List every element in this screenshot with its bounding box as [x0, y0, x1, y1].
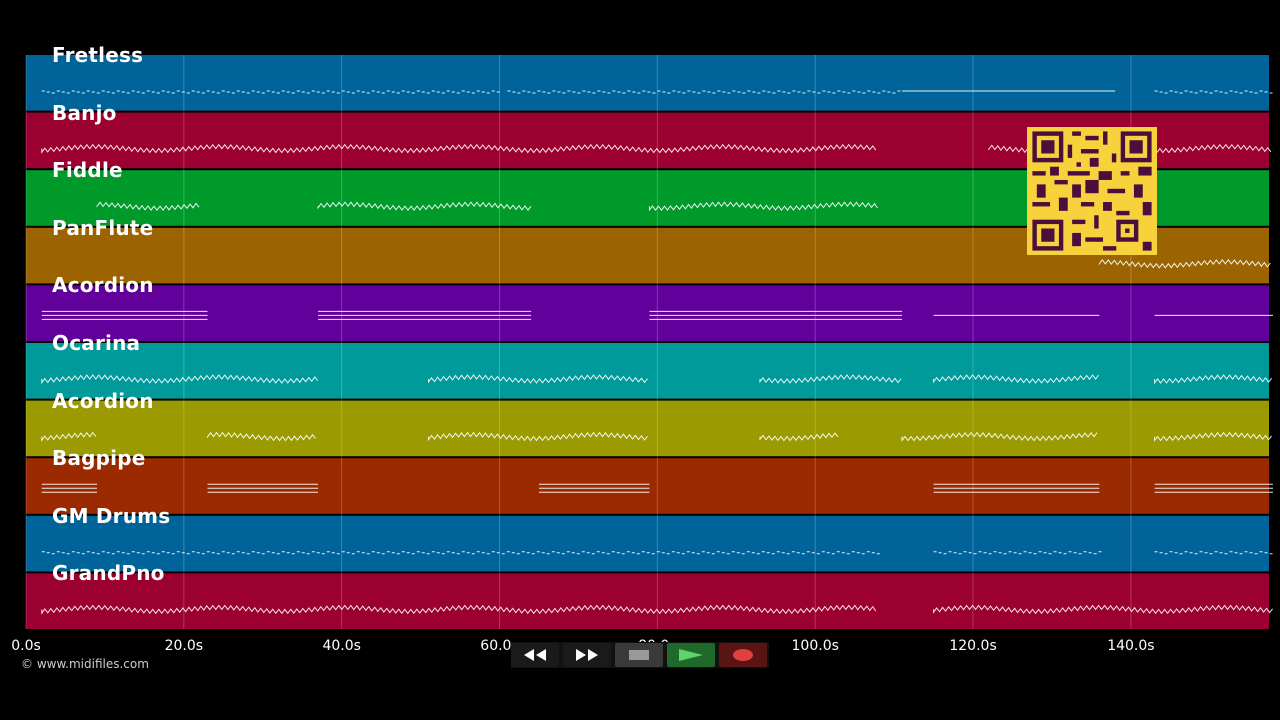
note-segment — [96, 201, 200, 212]
rewind-icon — [524, 649, 546, 661]
note-segment — [207, 431, 316, 442]
tick-label: 60.0s — [480, 638, 519, 654]
qr-code — [1027, 127, 1157, 255]
note-segment — [759, 374, 902, 384]
track-label: GM Drums — [52, 503, 171, 528]
track-label: Ocarina — [52, 331, 141, 355]
track-band — [26, 400, 1269, 457]
copyright-text: © www.midifiles.com — [21, 657, 149, 671]
tick-label: 40.0s — [322, 638, 361, 654]
tick-label: 140.0s — [1107, 638, 1155, 654]
note-segment — [649, 310, 903, 320]
note-segment — [759, 432, 839, 442]
track-label: Fretless — [52, 43, 144, 67]
note-segment — [507, 90, 901, 94]
track-label: Fiddle — [52, 158, 123, 183]
note-segment — [933, 551, 1102, 555]
track-band — [26, 285, 1269, 341]
note-segment — [207, 483, 319, 493]
note-segment — [317, 201, 532, 212]
note-segment — [1154, 551, 1273, 555]
track-label: Bagpipe — [52, 446, 146, 471]
note-segment — [538, 483, 650, 493]
track-band — [26, 458, 1269, 514]
track-label: Banjo — [52, 100, 117, 125]
record-button[interactable] — [719, 643, 767, 667]
track-label: Acordion — [52, 388, 154, 413]
note-segment — [1154, 374, 1272, 385]
note-segment — [933, 374, 1099, 384]
track-band — [26, 515, 1269, 572]
qr-code-icon — [1028, 127, 1156, 255]
rewind-button[interactable] — [511, 643, 559, 667]
note-segment — [901, 431, 1098, 442]
track-label: GrandPno — [52, 561, 165, 586]
note-segment — [933, 483, 1100, 493]
note-segment — [41, 90, 500, 94]
fast-forward-button[interactable] — [563, 643, 611, 667]
tick-label: 120.0s — [949, 638, 997, 654]
note-segment — [41, 143, 877, 154]
note-segment — [41, 310, 208, 320]
play-button[interactable] — [667, 643, 715, 667]
note-segment — [427, 374, 648, 384]
note-segment — [1098, 258, 1271, 269]
tick-label: 20.0s — [164, 638, 204, 654]
note-segment — [1154, 90, 1273, 94]
note-segment — [41, 374, 319, 385]
stop-icon — [629, 650, 649, 660]
note-segment — [427, 431, 648, 442]
note-segment — [318, 310, 532, 320]
note-segment — [41, 431, 97, 442]
tick-label: 0.0s — [11, 638, 41, 654]
fast-forward-icon — [576, 649, 598, 661]
tick-label: 100.0s — [791, 638, 839, 654]
play-icon — [679, 649, 703, 661]
note-segment — [41, 551, 880, 555]
stop-button[interactable] — [615, 643, 663, 667]
note-segment — [41, 604, 877, 615]
note-segment — [648, 201, 878, 212]
note-segment — [1154, 431, 1272, 442]
note-segment — [41, 483, 98, 493]
record-icon — [733, 649, 753, 661]
note-segment — [1154, 483, 1273, 493]
note-segment — [933, 604, 1273, 615]
track-band — [26, 573, 1269, 629]
track-band — [26, 55, 1269, 111]
transport-controls — [511, 642, 769, 668]
track-label: Acordion — [52, 273, 154, 298]
track-label: PanFlute — [52, 215, 154, 240]
track-band — [26, 343, 1269, 399]
